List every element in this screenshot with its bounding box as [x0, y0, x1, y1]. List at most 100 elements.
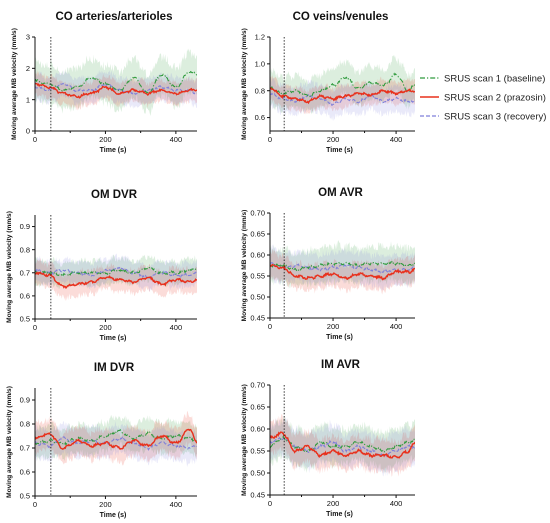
y-tick-label: 0.45 [250, 314, 265, 323]
series-line-1 [270, 72, 415, 99]
y-tick-label: 0.8 [20, 245, 30, 254]
x-tick-label: 400 [390, 135, 403, 144]
chart-panel-2: CO veins/venules 0.6 0.8 1.0 1.2 0 200 400 Time … [241, 11, 415, 154]
x-tick-label: 200 [327, 499, 340, 508]
y-tick-label: 0.70 [250, 209, 265, 218]
chart-title: OM DVR [91, 189, 138, 201]
series-line-3 [270, 436, 415, 457]
chart-title: IM DVR [94, 362, 135, 374]
x-tick-label: 200 [327, 322, 340, 331]
x-tick-label: 400 [390, 499, 403, 508]
y-axis-label: Moving average MB velocity (mm/s) [241, 210, 248, 322]
chart-panel-5: IM DVR 0.5 0.6 0.7 0.8 0.9 0 200 400 Time (s) Movi… [6, 362, 197, 519]
chart-panel-1: CO arteries/arterioles 0 1 2 3 0 200 400 Time (s… [11, 11, 197, 154]
chart-panel-6: IM AVR 0.45 0.50 0.55 0.60 0.65 0.70 0 200 400 Tim… [241, 359, 415, 518]
y-tick-label: 0.8 [20, 420, 30, 429]
x-axis-label: Time (s) [326, 511, 353, 518]
error-band-2 [270, 414, 415, 477]
series-line-3 [35, 266, 197, 279]
y-tick-label: 1 [26, 95, 30, 104]
chart-panel-4: OM AVR 0.45 0.50 0.55 0.60 0.65 0.70 0 200 400 Tim… [241, 187, 415, 341]
error-band-1 [270, 416, 415, 475]
error-band-1 [35, 254, 197, 290]
series-line-2 [35, 82, 197, 99]
y-axis-label: Moving average MB velocity (mm/s) [241, 28, 248, 140]
x-tick-label: 400 [170, 135, 183, 144]
x-tick-label: 0 [268, 322, 272, 331]
chart-panel-3: OM DVR 0.5 0.6 0.7 0.8 0.9 0 200 400 Time (s) Movi… [6, 189, 197, 342]
y-tick-label: 2 [26, 64, 30, 73]
y-tick-label: 1.2 [255, 33, 265, 42]
y-tick-label: 0.45 [250, 491, 265, 500]
x-tick-label: 200 [99, 500, 112, 509]
x-tick-label: 0 [268, 499, 272, 508]
x-tick-label: 400 [170, 323, 183, 332]
legend-label-3: SRUS scan 3 (recovery) [444, 111, 546, 122]
x-tick-label: 200 [327, 135, 340, 144]
series-line-1 [35, 266, 197, 277]
series-line-1 [35, 429, 197, 446]
y-tick-label: 0.5 [20, 315, 30, 324]
legend: SRUS scan 1 (baseline) SRUS scan 2 (prazo… [420, 73, 546, 122]
y-tick-label: 0.50 [250, 293, 265, 302]
y-tick-label: 0.60 [250, 251, 265, 260]
y-tick-label: 0.55 [250, 272, 265, 281]
error-band-1 [270, 55, 415, 115]
series-line-1 [270, 261, 415, 272]
x-tick-label: 0 [33, 323, 37, 332]
x-tick-label: 400 [170, 500, 183, 509]
legend-label-2: SRUS scan 2 (prazosin) [444, 92, 546, 103]
chart-title: CO veins/venules [293, 11, 389, 23]
y-tick-label: 0.7 [20, 268, 30, 277]
y-tick-label: 3 [26, 33, 30, 42]
y-tick-label: 0.70 [250, 381, 265, 390]
chart-title: CO arteries/arterioles [56, 11, 173, 23]
x-axis-label: Time (s) [100, 512, 127, 519]
chart-title: OM AVR [318, 187, 363, 199]
y-axis-label: Moving average MB velocity (mm/s) [11, 28, 18, 140]
series-line-2 [270, 87, 415, 105]
x-axis-label: Time (s) [100, 147, 127, 154]
error-band-2 [35, 69, 197, 111]
x-axis-label: Time (s) [326, 147, 353, 154]
y-axis-label: Moving average MB velocity (mm/s) [241, 384, 248, 496]
y-tick-label: 0.50 [250, 469, 265, 478]
y-tick-label: 0.65 [250, 403, 265, 412]
error-band-1 [35, 414, 197, 461]
y-axis-label: Moving average MB velocity (mm/s) [6, 386, 13, 498]
y-tick-label: 1.0 [255, 59, 265, 68]
y-tick-label: 0.9 [20, 396, 30, 405]
y-tick-label: 0.55 [250, 447, 265, 456]
series-line-1 [35, 70, 197, 95]
series-line-2 [35, 271, 197, 290]
y-tick-label: 0.65 [250, 230, 265, 239]
x-tick-label: 200 [99, 323, 112, 332]
legend-label-1: SRUS scan 1 (baseline) [444, 73, 545, 84]
y-tick-label: 0.6 [255, 113, 265, 122]
x-tick-label: 0 [33, 135, 37, 144]
y-axis-label: Moving average MB velocity (mm/s) [6, 211, 13, 323]
series-line-2 [35, 428, 197, 450]
y-tick-label: 0.9 [20, 222, 30, 231]
x-tick-label: 0 [33, 500, 37, 509]
error-band-2 [270, 248, 415, 295]
x-tick-label: 400 [390, 322, 403, 331]
x-tick-label: 0 [268, 135, 272, 144]
y-tick-label: 0.60 [250, 425, 265, 434]
error-band-3 [270, 77, 415, 121]
y-tick-label: 0.8 [255, 86, 265, 95]
series-line-2 [270, 263, 415, 281]
y-tick-label: 0.6 [20, 291, 30, 300]
x-axis-label: Time (s) [326, 334, 353, 341]
error-band-1 [35, 48, 197, 116]
error-band-3 [35, 420, 197, 467]
y-tick-label: 0.6 [20, 468, 30, 477]
series-line-3 [35, 436, 197, 451]
x-tick-label: 200 [99, 135, 112, 144]
chart-title: IM AVR [321, 359, 361, 371]
error-band-2 [35, 411, 197, 466]
y-tick-label: 0.5 [20, 492, 30, 501]
y-tick-label: 0 [26, 127, 30, 136]
y-tick-label: 0.7 [20, 444, 30, 453]
